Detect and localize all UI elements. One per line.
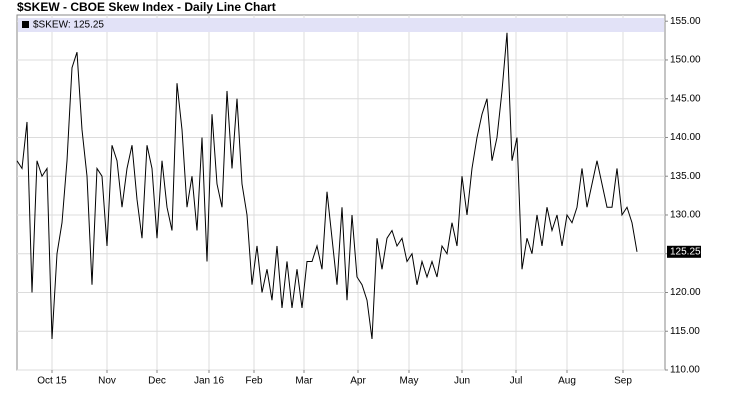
x-tick-label: Apr (350, 376, 366, 387)
y-tick-label: 110.00 (670, 365, 700, 376)
legend-label: $SKEW: 125.25 (33, 20, 104, 31)
x-tick-label: Oct 15 (37, 376, 67, 387)
x-tick-label: Sep (614, 376, 632, 387)
x-tick-label: Aug (558, 376, 576, 387)
y-tick-label: 145.00 (670, 93, 701, 104)
x-tick-label: Jan 16 (194, 376, 224, 387)
legend-swatch (22, 21, 29, 28)
x-tick-label: Nov (98, 376, 116, 387)
y-tick-label: 135.00 (670, 171, 701, 182)
y-tick-label: 130.00 (670, 210, 701, 221)
y-tick-label: 120.00 (670, 287, 701, 298)
y-tick-label: 155.00 (670, 16, 701, 27)
legend-background (18, 18, 664, 32)
plot-area (16, 14, 666, 371)
x-tick-label: Feb (245, 376, 263, 387)
data-line (16, 32, 638, 340)
x-tick-label: Dec (148, 376, 166, 387)
x-tick-label: Jun (454, 376, 470, 387)
last-value-label: 125.25 (670, 246, 701, 257)
y-tick-label: 150.00 (670, 55, 701, 66)
y-tick-label: 140.00 (670, 132, 701, 143)
x-tick-label: May (400, 376, 419, 387)
chart-title: $SKEW - CBOE Skew Index - Daily Line Cha… (17, 0, 276, 14)
y-tick-label: 115.00 (670, 326, 700, 337)
last-value-box (667, 245, 701, 258)
x-tick-label: Mar (295, 376, 313, 387)
x-tick-label: Jul (510, 376, 523, 387)
